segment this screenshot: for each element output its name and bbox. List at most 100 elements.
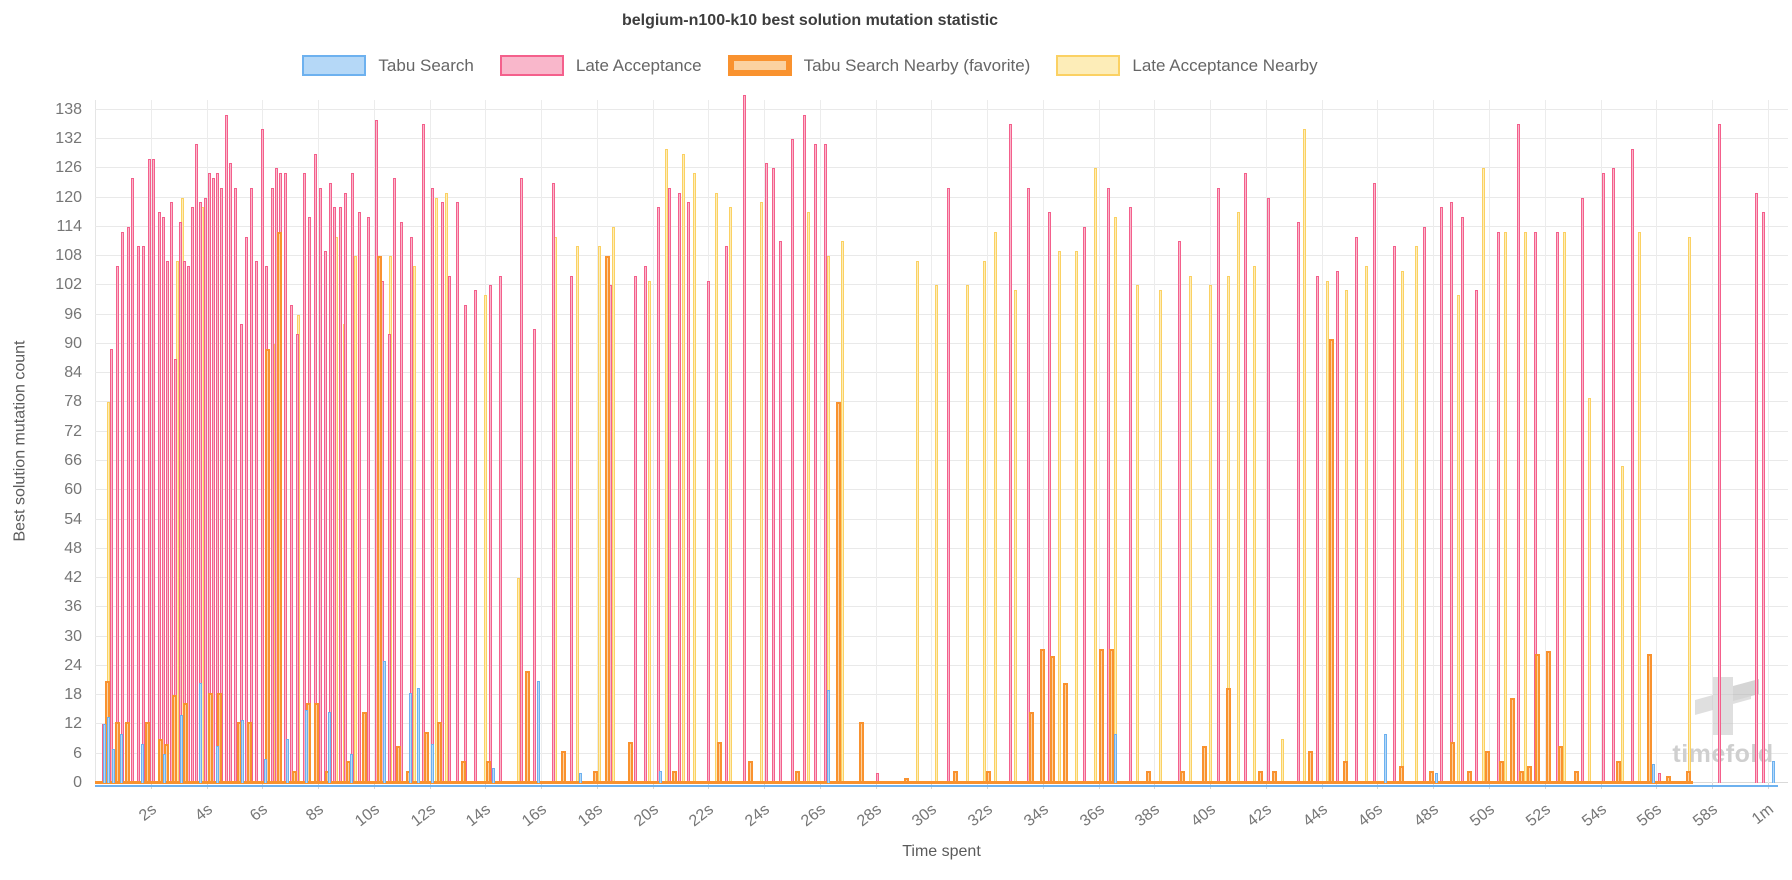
y-gridline [95, 255, 1788, 257]
bar-late-acceptance-nearby [1253, 265, 1257, 783]
x-axis-title: Time spent [902, 843, 981, 860]
bar-late-acceptance [1217, 187, 1221, 783]
bar-late-acceptance [157, 212, 161, 783]
bar-late-acceptance-nearby [692, 173, 696, 783]
bar-late-acceptance-nearby [1587, 397, 1591, 783]
bar-late-acceptance [724, 246, 728, 783]
bar-tabu-search-nearby [436, 722, 442, 783]
bar-tabu-search [179, 714, 183, 783]
bar-late-acceptance [1296, 221, 1300, 783]
bar-tabu-search-nearby [835, 402, 841, 783]
x-gridline [1544, 100, 1546, 783]
bar-tabu-search-nearby [627, 741, 633, 783]
y-gridline [95, 635, 1788, 637]
bar-late-acceptance [875, 773, 879, 783]
bar-tabu-search-nearby [124, 722, 130, 783]
bar-tabu-search-nearby [361, 712, 367, 783]
bar-late-acceptance-nearby [665, 148, 669, 783]
bar-late-acceptance [245, 236, 249, 783]
bar-late-acceptance-nearby [935, 285, 939, 783]
bar-tabu-search [199, 683, 203, 783]
bar-late-acceptance [366, 217, 370, 783]
legend-item-tabu-search[interactable]: Tabu Search [302, 55, 474, 76]
bar-late-acceptance [295, 334, 299, 783]
y-tick-label: 102 [55, 276, 82, 294]
bar-late-acceptance-nearby [1638, 231, 1642, 783]
y-tick-label: 30 [64, 627, 82, 645]
bar-late-acceptance-nearby [1401, 270, 1405, 783]
bar-late-acceptance [1106, 187, 1110, 783]
bar-late-acceptance-nearby [966, 285, 970, 783]
bar-tabu-search-nearby [1029, 712, 1035, 783]
bar-late-acceptance [358, 212, 362, 783]
bar-tabu-search [107, 717, 111, 783]
bar-tabu-search-nearby [1646, 653, 1652, 783]
y-axis-tick-labels: 0 6 12 18 24 30 36 42 48 54 60 66 72 78 84 90 96 102 108 11… [0, 100, 88, 791]
bar-late-acceptance-nearby [648, 280, 652, 783]
y-gridline [95, 547, 1788, 549]
legend-item-late-acceptance-nearby[interactable]: Late Acceptance Nearby [1056, 55, 1318, 76]
legend: Tabu Search Late Acceptance Tabu Search Ne… [0, 55, 1620, 76]
bar-late-acceptance [329, 182, 333, 783]
y-tick-label: 90 [64, 334, 82, 352]
bar-tabu-search [1113, 734, 1117, 783]
bar-tabu-search-nearby [376, 256, 382, 783]
legend-swatch-late-acceptance-icon [499, 55, 564, 76]
legend-item-tabu-search-nearby[interactable]: Tabu Search Nearby (favorite) [727, 55, 1030, 76]
bar-late-acceptance [1533, 231, 1537, 783]
bar-late-acceptance-nearby [1345, 290, 1349, 783]
bar-late-acceptance-nearby [1094, 168, 1098, 783]
bar-late-acceptance [255, 261, 259, 783]
bar-late-acceptance [1009, 124, 1013, 783]
y-gridline [95, 342, 1788, 344]
legend-item-late-acceptance[interactable]: Late Acceptance [499, 55, 702, 76]
bar-late-acceptance [447, 275, 451, 783]
bar-late-acceptance [191, 207, 195, 783]
bar-late-acceptance-nearby [1058, 251, 1062, 783]
bar-late-acceptance-nearby [1074, 251, 1078, 783]
bar-late-acceptance [430, 187, 434, 783]
bar-tabu-search-nearby [1225, 687, 1231, 783]
legend-label: Late Acceptance Nearby [1132, 55, 1318, 75]
y-tick-label: 138 [55, 100, 82, 118]
bar-late-acceptance-nearby [729, 207, 733, 783]
bar-late-acceptance [687, 202, 691, 783]
bar-late-acceptance [1474, 290, 1478, 783]
timefold-logo-icon [1695, 677, 1759, 735]
bar-late-acceptance [161, 217, 165, 783]
bar-tabu-search-nearby [1499, 761, 1505, 783]
x-gridline [652, 100, 654, 783]
bar-late-acceptance [1555, 231, 1559, 783]
bar-late-acceptance-nearby [483, 295, 487, 783]
bar-late-acceptance [634, 275, 638, 783]
y-gridline [95, 489, 1788, 491]
x-gridline [1377, 100, 1379, 783]
bar-late-acceptance-nearby [915, 261, 919, 783]
bar-tabu-search-nearby [247, 722, 253, 783]
bar-late-acceptance-nearby [1523, 231, 1527, 783]
bar-late-acceptance [706, 280, 710, 783]
bar-tabu-search-nearby [1526, 765, 1532, 783]
y-tick-label: 108 [55, 247, 82, 265]
bar-late-acceptance [455, 202, 459, 783]
y-gridline [95, 577, 1788, 579]
bar-late-acceptance [216, 173, 220, 783]
bar-late-acceptance [790, 139, 794, 783]
bar-late-acceptance [1316, 275, 1320, 783]
y-gridline [95, 138, 1788, 140]
baseline-tabu-search-nearby-favorite- [95, 781, 1693, 784]
y-gridline [95, 664, 1788, 666]
bar-late-acceptance [186, 265, 190, 783]
bar-tabu-search-nearby [560, 751, 566, 783]
bar-late-acceptance-nearby [715, 192, 719, 783]
bar-late-acceptance-nearby [1281, 739, 1285, 783]
y-tick-label: 6 [73, 744, 82, 762]
bar-late-acceptance [203, 197, 207, 783]
plot-area[interactable]: timefold [95, 95, 1788, 787]
bar-late-acceptance [147, 158, 151, 783]
bar-tabu-search-nearby [276, 231, 282, 783]
bar-late-acceptance [1355, 236, 1359, 783]
bar-tabu-search-nearby [396, 746, 402, 783]
bar-late-acceptance-nearby [444, 192, 448, 783]
bar-late-acceptance [270, 187, 274, 783]
